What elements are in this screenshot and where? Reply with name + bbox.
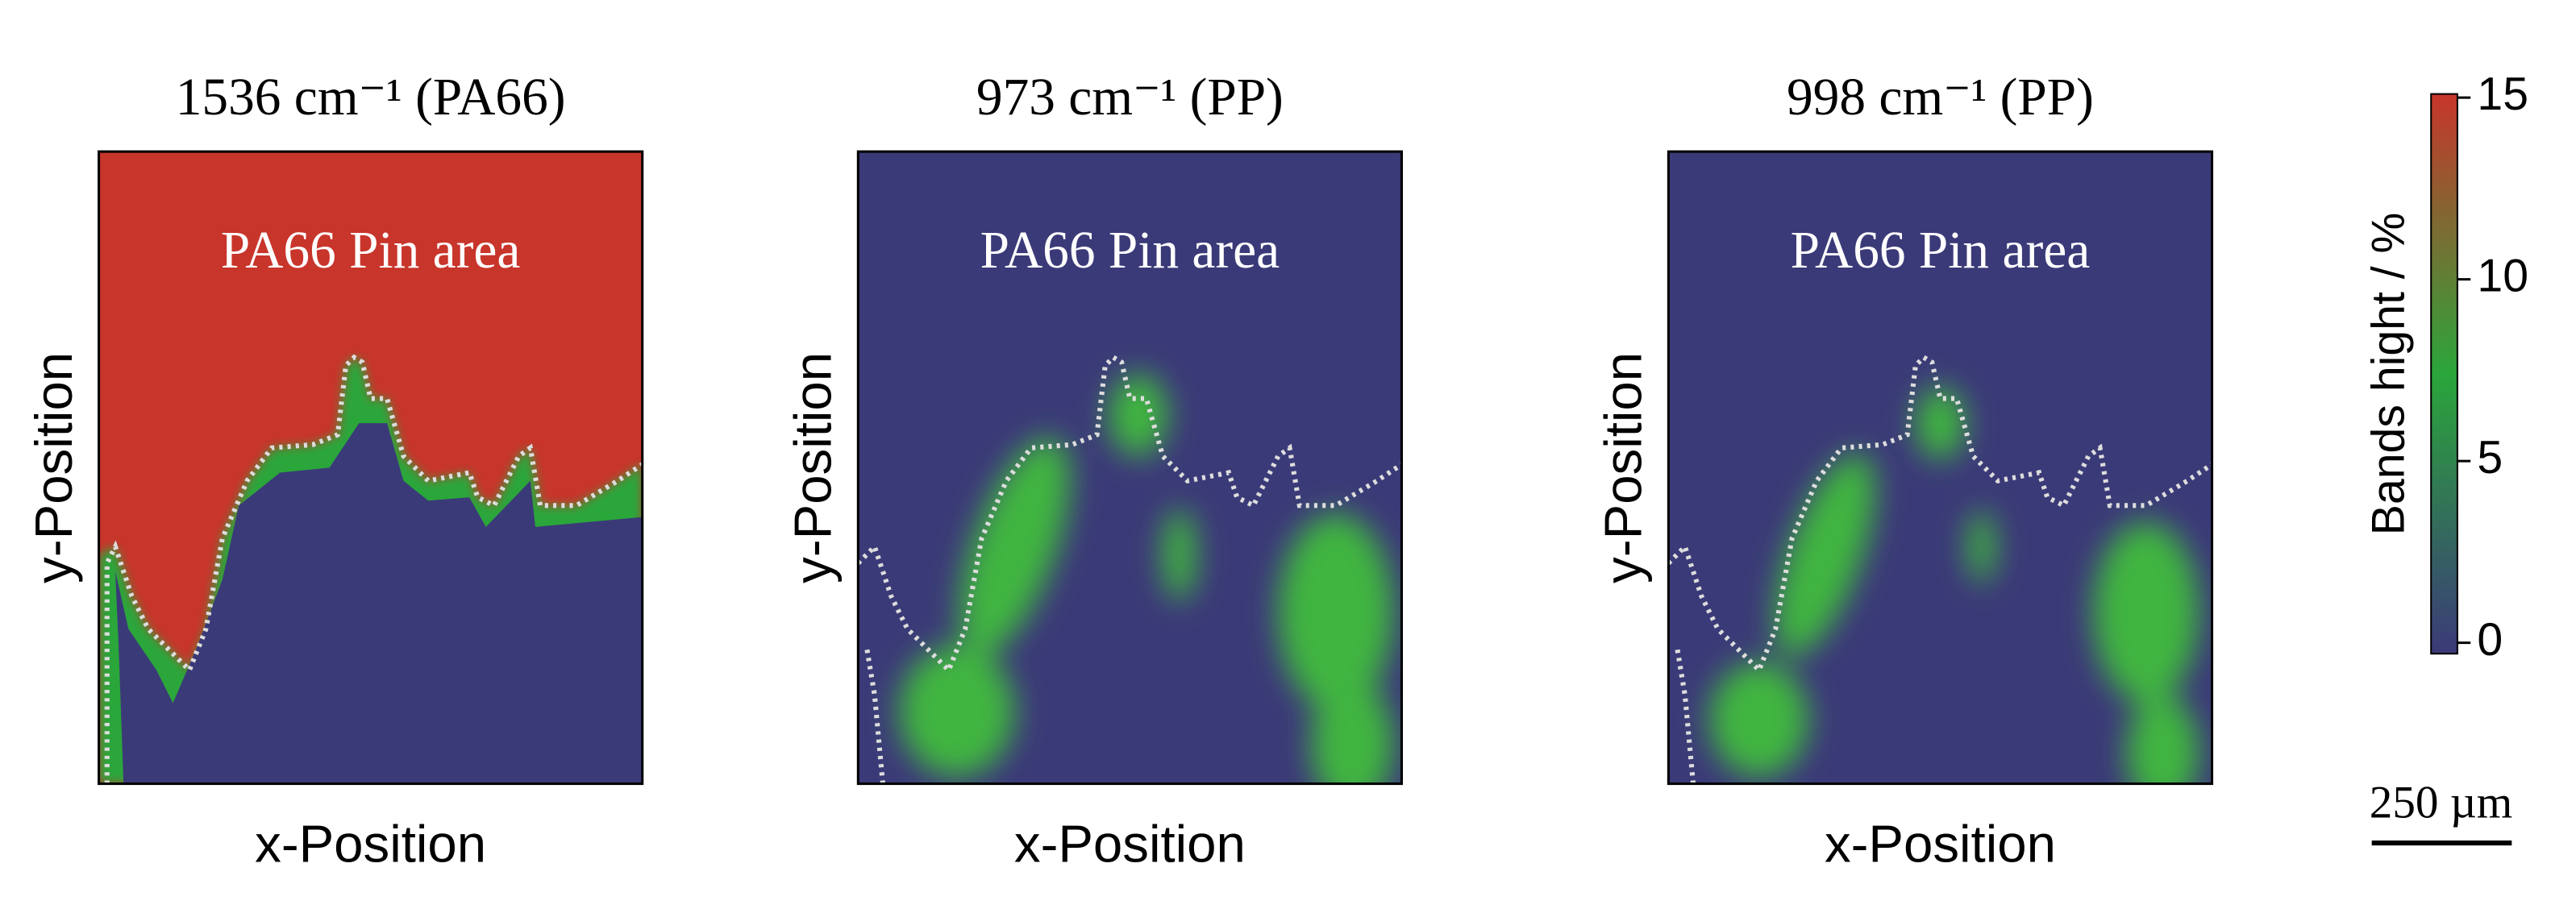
colorbar-tick-label: 5 [2477,432,2503,484]
boundary [858,354,1402,675]
heatmap-panel [1667,150,2214,786]
x-axis-label: x-Position [1014,815,1246,874]
colorbar-tick-label: 0 [2477,614,2503,666]
annotation: PA66 Pin area [221,222,521,280]
scale-bar-label: 250 µm [2370,777,2513,828]
y-axis-label: y-Position [784,352,843,583]
colorbar-label: Bands hight / % [2362,213,2414,536]
colorbar-tick-label: 10 [2477,251,2528,302]
x-axis-label: x-Position [1825,815,2056,874]
colorbar [2430,93,2458,655]
annotation: PA66 Pin area [1791,222,2091,280]
panel-frame [1667,150,2214,786]
annotation: PA66 Pin area [980,222,1280,280]
y-axis-label: y-Position [1594,352,1653,583]
y-axis-label: y-Position [24,352,83,583]
heatmap-region [114,423,643,784]
panel-title: 998 cm⁻¹ (PP) [1787,68,2094,127]
panel-title: 973 cm⁻¹ (PP) [976,68,1284,127]
boundary [1668,354,2212,675]
panel-title: 1536 cm⁻¹ (PA66) [176,68,566,127]
heatmap-blobs [1709,387,2199,784]
colorbar-tick-label: 15 [2477,68,2528,120]
heatmap-panel [98,150,644,786]
x-axis-label: x-Position [255,815,486,874]
boundary [104,354,643,784]
heatmap-panel [856,150,1403,786]
panel-frame [98,150,644,786]
panel-frame [856,150,1403,786]
heatmap-blobs [899,373,1394,784]
